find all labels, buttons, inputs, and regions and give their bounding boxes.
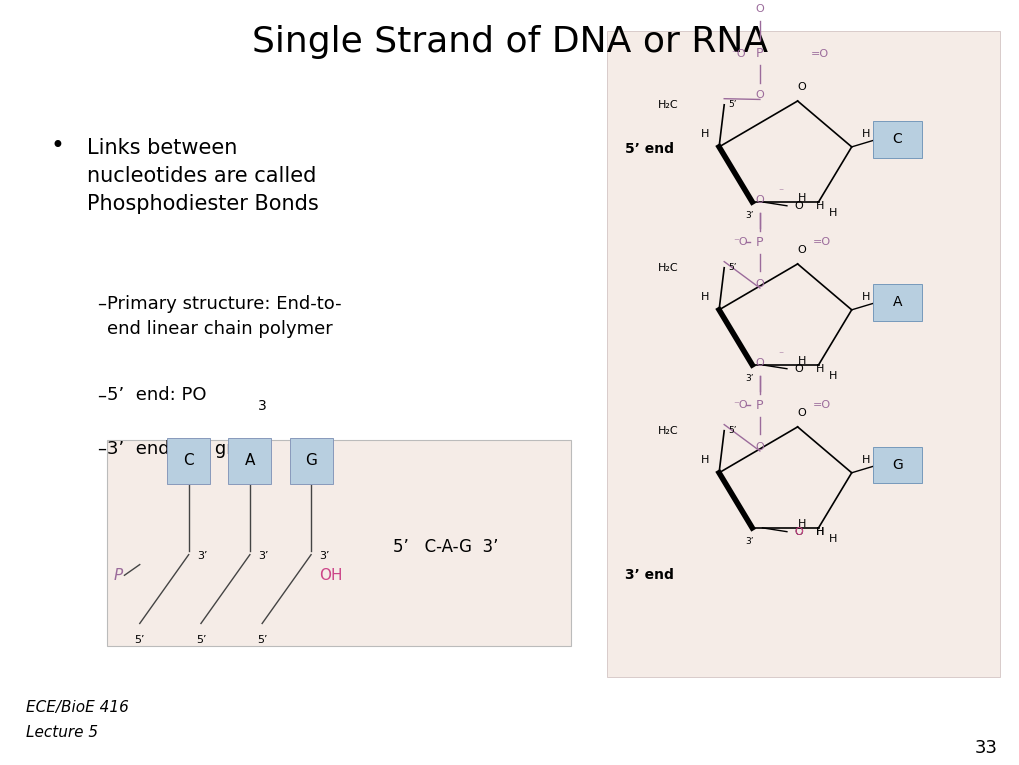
Text: Primary structure: End-to-
end linear chain polymer: Primary structure: End-to- end linear ch… bbox=[107, 295, 341, 337]
Text: H: H bbox=[861, 129, 869, 139]
Text: Links between
nucleotides are called
Phosphodiester Bonds: Links between nucleotides are called Pho… bbox=[87, 138, 318, 213]
Text: O: O bbox=[755, 90, 763, 100]
Text: O: O bbox=[794, 200, 803, 211]
Text: 5’: 5’ bbox=[257, 635, 267, 645]
Text: O: O bbox=[755, 195, 763, 205]
FancyBboxPatch shape bbox=[289, 438, 332, 484]
Text: P: P bbox=[755, 236, 763, 249]
Text: H: H bbox=[861, 292, 869, 302]
Text: ⁻: ⁻ bbox=[775, 0, 781, 7]
Text: H: H bbox=[814, 363, 823, 374]
FancyBboxPatch shape bbox=[228, 438, 271, 484]
Text: 3’: 3’ bbox=[744, 211, 753, 220]
Text: 3’ end: 3’ end bbox=[625, 568, 674, 581]
Text: 3’: 3’ bbox=[258, 551, 268, 561]
Text: 5’   C-A-G  3’: 5’ C-A-G 3’ bbox=[392, 538, 497, 556]
Text: 5’: 5’ bbox=[135, 635, 145, 645]
Text: H: H bbox=[828, 371, 837, 381]
Text: 3’: 3’ bbox=[319, 551, 329, 561]
Text: H₂C: H₂C bbox=[657, 262, 678, 273]
Text: ECE/BioE 416: ECE/BioE 416 bbox=[25, 700, 128, 715]
Text: –: – bbox=[97, 295, 106, 313]
FancyBboxPatch shape bbox=[872, 447, 921, 483]
Text: O: O bbox=[797, 408, 805, 418]
Text: P: P bbox=[755, 47, 763, 60]
Text: –: – bbox=[97, 440, 106, 458]
FancyBboxPatch shape bbox=[606, 31, 999, 677]
FancyBboxPatch shape bbox=[167, 438, 210, 484]
Text: P: P bbox=[755, 399, 763, 412]
Text: H: H bbox=[861, 455, 869, 465]
Text: O: O bbox=[797, 82, 805, 92]
Text: 3’  end: OH group: 3’ end: OH group bbox=[107, 440, 267, 458]
Text: H: H bbox=[814, 526, 823, 537]
Text: A: A bbox=[892, 295, 902, 309]
Text: =O: =O bbox=[810, 48, 828, 59]
FancyBboxPatch shape bbox=[107, 440, 571, 646]
Text: 5’: 5’ bbox=[728, 426, 736, 435]
Text: G: G bbox=[305, 453, 317, 468]
Text: H: H bbox=[700, 129, 708, 139]
Text: 33: 33 bbox=[973, 739, 997, 757]
Text: 5’ end: 5’ end bbox=[625, 142, 674, 156]
Text: O: O bbox=[755, 442, 763, 452]
FancyBboxPatch shape bbox=[872, 121, 921, 158]
Text: O: O bbox=[755, 358, 763, 369]
Text: 3’: 3’ bbox=[744, 374, 753, 383]
Text: OH: OH bbox=[319, 568, 342, 583]
Text: ⁻: ⁻ bbox=[777, 187, 783, 197]
Text: H: H bbox=[828, 208, 837, 218]
Text: ⁻O: ⁻O bbox=[733, 400, 747, 410]
Text: O: O bbox=[755, 279, 763, 289]
Text: O: O bbox=[794, 526, 803, 537]
Text: –: – bbox=[97, 386, 106, 405]
Text: Single Strand of DNA or RNA: Single Strand of DNA or RNA bbox=[252, 25, 767, 59]
Text: H₂C: H₂C bbox=[657, 425, 678, 436]
Text: ⁻O: ⁻O bbox=[733, 237, 747, 247]
Text: H: H bbox=[797, 356, 806, 366]
Text: H: H bbox=[797, 193, 806, 203]
Text: H: H bbox=[814, 200, 823, 211]
Text: H: H bbox=[797, 519, 806, 529]
Text: 5’: 5’ bbox=[728, 100, 736, 109]
Text: Lecture 5: Lecture 5 bbox=[25, 725, 98, 741]
Text: O: O bbox=[755, 4, 763, 14]
Text: =O: =O bbox=[812, 237, 830, 247]
Text: H: H bbox=[828, 534, 837, 544]
Text: C: C bbox=[183, 453, 194, 468]
FancyBboxPatch shape bbox=[872, 284, 921, 321]
Text: •: • bbox=[51, 134, 65, 158]
Text: 5’: 5’ bbox=[728, 263, 736, 272]
Text: 5’: 5’ bbox=[196, 635, 206, 645]
Text: ⁻: ⁻ bbox=[777, 350, 783, 360]
Text: ⁻O: ⁻O bbox=[731, 48, 745, 59]
Text: 3’: 3’ bbox=[197, 551, 207, 561]
Text: =O: =O bbox=[812, 400, 830, 410]
Text: H: H bbox=[814, 526, 823, 537]
Text: O: O bbox=[797, 245, 805, 255]
Text: O: O bbox=[794, 363, 803, 374]
Text: H: H bbox=[700, 455, 708, 465]
Text: 3: 3 bbox=[258, 399, 267, 412]
Text: G: G bbox=[892, 458, 902, 472]
Text: P: P bbox=[113, 568, 122, 583]
Text: A: A bbox=[245, 453, 255, 468]
Text: H: H bbox=[700, 292, 708, 302]
Text: C: C bbox=[892, 132, 902, 146]
Text: H₂C: H₂C bbox=[657, 99, 678, 110]
Text: 5’  end: PO: 5’ end: PO bbox=[107, 386, 207, 405]
Text: 3’: 3’ bbox=[744, 537, 753, 546]
Text: O: O bbox=[794, 526, 803, 537]
